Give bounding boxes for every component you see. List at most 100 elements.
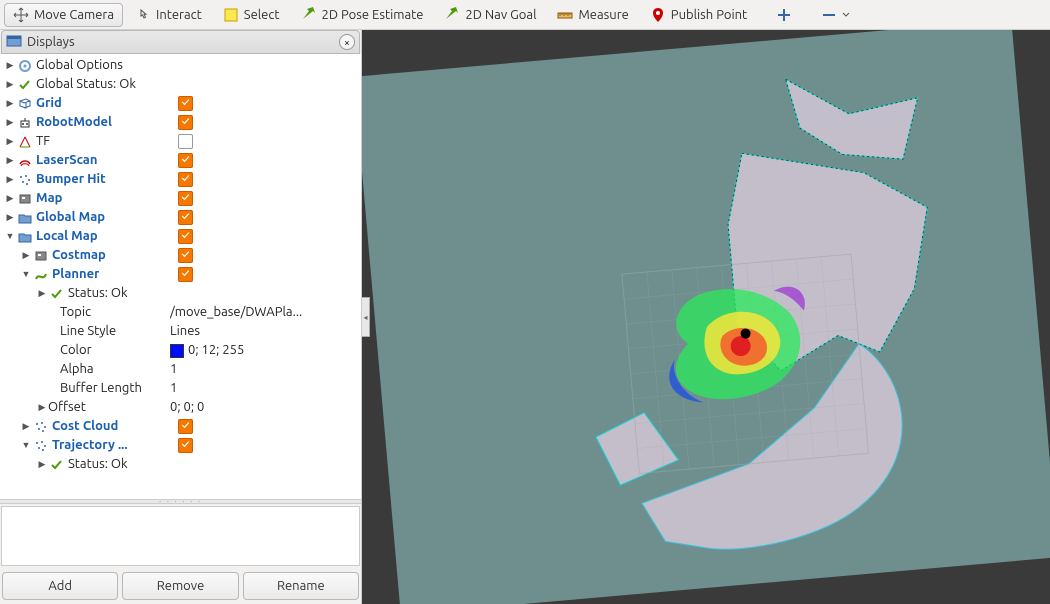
remove-tool-button[interactable]: [812, 3, 859, 27]
publish-point-icon: [650, 7, 666, 23]
publish-point-button[interactable]: Publish Point: [641, 3, 756, 27]
render-viewport[interactable]: ◂: [362, 30, 1050, 604]
collapse-icon[interactable]: ▼: [20, 436, 32, 455]
rename-button[interactable]: Rename: [243, 572, 359, 600]
expand-icon[interactable]: ▶: [4, 113, 16, 132]
prop-alpha[interactable]: Alpha 1: [0, 360, 361, 379]
robot-icon: [16, 116, 34, 130]
panel-splitter[interactable]: · · · · · ·: [0, 499, 361, 504]
tree-item-grid[interactable]: ▶ Grid ✓: [0, 94, 361, 113]
folder-icon: [16, 230, 34, 244]
publish-point-label: Publish Point: [671, 8, 747, 22]
tree-item-planner-status[interactable]: ▶ Status: Ok: [0, 284, 361, 303]
folder-icon: [16, 211, 34, 225]
prop-topic[interactable]: Topic /move_base/DWAPla...: [0, 303, 361, 322]
checkbox[interactable]: ✓: [178, 153, 193, 168]
expand-icon[interactable]: ▶: [36, 455, 48, 474]
check-icon: [48, 458, 66, 472]
tree-label: Status: Ok: [66, 455, 361, 474]
prop-color[interactable]: Color 0; 12; 255: [0, 341, 361, 360]
tree-item-robot-model[interactable]: ▶ RobotModel ✓: [0, 113, 361, 132]
checkbox[interactable]: ✓: [178, 210, 193, 225]
prop-value[interactable]: Lines: [170, 322, 361, 341]
add-tool-button[interactable]: [767, 3, 801, 27]
checkbox[interactable]: ✓: [178, 248, 193, 263]
panel-close-button[interactable]: ×: [339, 34, 355, 50]
expand-icon[interactable]: ▶: [4, 208, 16, 227]
expand-icon[interactable]: ▶: [4, 170, 16, 189]
plus-icon: [776, 7, 792, 23]
checkbox[interactable]: [178, 134, 193, 149]
minus-icon: [821, 7, 837, 23]
prop-buffer-length[interactable]: Buffer Length 1: [0, 379, 361, 398]
display-tree[interactable]: ▶ Global Options ▶ Global Status: Ok ▶ G…: [0, 54, 361, 499]
expand-icon[interactable]: ▶: [20, 246, 32, 265]
panel-collapse-handle[interactable]: ◂: [362, 297, 370, 337]
tree-item-laserscan[interactable]: ▶ LaserScan ✓: [0, 151, 361, 170]
prop-value[interactable]: 0; 12; 255: [170, 341, 361, 360]
expand-icon[interactable]: ▶: [36, 398, 48, 417]
tree-item-global-options[interactable]: ▶ Global Options: [0, 56, 361, 75]
tree-item-map[interactable]: ▶ Map ✓: [0, 189, 361, 208]
collapse-icon[interactable]: ▼: [4, 227, 16, 246]
map-icon: [32, 249, 50, 263]
select-button[interactable]: Select: [214, 3, 289, 27]
tree-item-global-status[interactable]: ▶ Global Status: Ok: [0, 75, 361, 94]
prop-value[interactable]: 0; 0; 0: [170, 398, 361, 417]
tree-item-local-map[interactable]: ▼ Local Map ✓: [0, 227, 361, 246]
expand-icon[interactable]: ▶: [4, 189, 16, 208]
tree-item-trajectory-status[interactable]: ▶ Status: Ok: [0, 455, 361, 474]
color-swatch: [170, 344, 184, 358]
interact-button[interactable]: Interact: [126, 3, 211, 27]
expand-icon[interactable]: ▶: [4, 151, 16, 170]
checkbox[interactable]: ✓: [178, 172, 193, 187]
tree-item-trajectory[interactable]: ▼ Trajectory ... ✓: [0, 436, 361, 455]
tree-item-costmap[interactable]: ▶ Costmap ✓: [0, 246, 361, 265]
prop-line-style[interactable]: Line Style Lines: [0, 322, 361, 341]
nav-goal-button[interactable]: 2D Nav Goal: [435, 3, 545, 27]
tree-item-tf[interactable]: ▶ TF: [0, 132, 361, 151]
expand-icon[interactable]: ▶: [4, 132, 16, 151]
tree-item-bumper-hit[interactable]: ▶ Bumper Hit ✓: [0, 170, 361, 189]
description-box: [1, 506, 360, 566]
displays-panel: Displays × ▶ Global Options ▶ Global Sta…: [0, 30, 362, 604]
tree-item-global-map[interactable]: ▶ Global Map ✓: [0, 208, 361, 227]
move-camera-button[interactable]: Move Camera: [4, 3, 123, 27]
checkbox[interactable]: ✓: [178, 438, 193, 453]
prop-label: Line Style: [60, 322, 170, 341]
tree-item-planner[interactable]: ▼ Planner ✓: [0, 265, 361, 284]
tf-icon: [16, 135, 34, 149]
pose-estimate-button[interactable]: 2D Pose Estimate: [292, 3, 433, 27]
prop-value[interactable]: /move_base/DWAPla...: [170, 303, 361, 322]
grid-icon: [16, 97, 34, 111]
remove-button[interactable]: Remove: [122, 572, 238, 600]
select-icon: [223, 7, 239, 23]
checkbox[interactable]: ✓: [178, 96, 193, 111]
measure-button[interactable]: Measure: [548, 3, 637, 27]
expand-icon[interactable]: ▶: [4, 94, 16, 113]
tree-label: Global Status: Ok: [34, 75, 361, 94]
expand-icon[interactable]: ▶: [4, 75, 16, 94]
add-button[interactable]: Add: [2, 572, 118, 600]
expand-icon[interactable]: ▶: [36, 284, 48, 303]
path-icon: [32, 268, 50, 282]
tree-label: Local Map: [34, 227, 98, 246]
expand-icon[interactable]: ▶: [4, 56, 16, 75]
checkbox[interactable]: ✓: [178, 267, 193, 282]
checkbox[interactable]: ✓: [178, 419, 193, 434]
tree-label: Costmap: [50, 246, 106, 265]
rename-label: Rename: [277, 579, 325, 593]
checkbox[interactable]: ✓: [178, 229, 193, 244]
prop-value[interactable]: 1: [170, 379, 361, 398]
prop-offset[interactable]: ▶ Offset 0; 0; 0: [0, 398, 361, 417]
checkbox[interactable]: ✓: [178, 191, 193, 206]
tree-item-cost-cloud[interactable]: ▶ Cost Cloud ✓: [0, 417, 361, 436]
expand-icon[interactable]: ▶: [20, 417, 32, 436]
collapse-icon[interactable]: ▼: [20, 265, 32, 284]
move-camera-icon: [13, 7, 29, 23]
checkbox[interactable]: ✓: [178, 115, 193, 130]
measure-icon: [557, 7, 573, 23]
prop-value[interactable]: 1: [170, 360, 361, 379]
tree-label: Bumper Hit: [34, 170, 106, 189]
pose-estimate-icon: [301, 7, 317, 23]
